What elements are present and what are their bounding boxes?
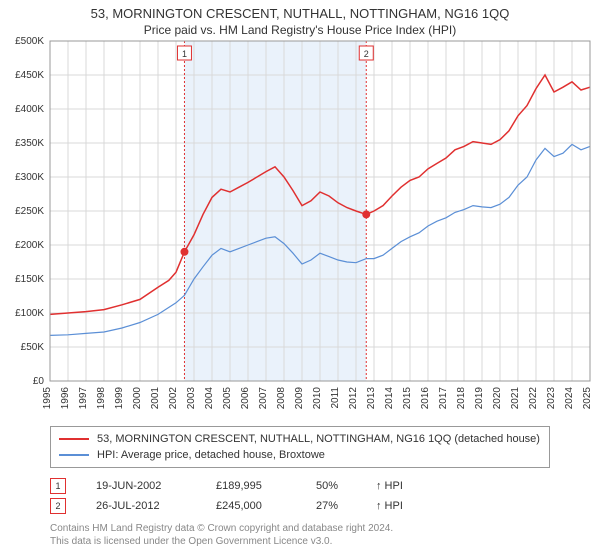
sale-dot	[362, 210, 370, 218]
x-tick-label: 2005	[222, 387, 233, 410]
x-tick-label: 2019	[474, 387, 485, 410]
y-tick-label: £500K	[15, 36, 44, 47]
x-tick-label: 2018	[456, 387, 467, 410]
chart-container: 53, MORNINGTON CRESCENT, NUTHALL, NOTTIN…	[0, 0, 600, 560]
footnote: Contains HM Land Registry data © Crown c…	[50, 522, 600, 548]
legend-swatch	[59, 438, 89, 440]
x-tick-label: 2015	[402, 387, 413, 410]
y-tick-label: £250K	[15, 206, 44, 217]
sale-marker-label: 1	[182, 49, 187, 59]
chart-title: 53, MORNINGTON CRESCENT, NUTHALL, NOTTIN…	[0, 0, 600, 21]
sale-date: 19-JUN-2002	[96, 480, 216, 492]
x-tick-label: 2000	[132, 387, 143, 410]
sales-row: 2 26-JUL-2012£245,00027%↑ HPI	[50, 496, 600, 516]
x-tick-label: 2020	[492, 387, 503, 410]
sales-row: 1 19-JUN-2002£189,99550%↑ HPI	[50, 476, 600, 496]
sale-pct: 27%	[316, 500, 376, 512]
legend-item: 53, MORNINGTON CRESCENT, NUTHALL, NOTTIN…	[59, 431, 541, 447]
chart-svg: £0£50K£100K£150K£200K£250K£300K£350K£400…	[50, 41, 590, 401]
x-tick-label: 1999	[114, 387, 125, 410]
x-tick-label: 2024	[564, 387, 575, 410]
y-tick-label: £50K	[21, 342, 45, 353]
x-tick-label: 1995	[42, 387, 53, 410]
sale-pct: 50%	[316, 480, 376, 492]
x-tick-label: 1998	[96, 387, 107, 410]
sale-marker-label: 2	[364, 49, 369, 59]
x-tick-label: 1996	[60, 387, 71, 410]
y-tick-label: £300K	[15, 172, 44, 183]
y-tick-label: £150K	[15, 274, 44, 285]
sale-dot	[180, 248, 188, 256]
x-tick-label: 2002	[168, 387, 179, 410]
x-tick-label: 2003	[186, 387, 197, 410]
x-tick-label: 2011	[330, 387, 341, 409]
sale-price: £245,000	[216, 500, 316, 512]
x-tick-label: 2016	[420, 387, 431, 410]
x-tick-label: 2008	[276, 387, 287, 410]
y-tick-label: £100K	[15, 308, 44, 319]
legend-swatch	[59, 454, 89, 456]
legend: 53, MORNINGTON CRESCENT, NUTHALL, NOTTIN…	[50, 426, 550, 468]
sale-date: 26-JUL-2012	[96, 500, 216, 512]
sale-vs-hpi: ↑ HPI	[376, 500, 403, 512]
x-tick-label: 2007	[258, 387, 269, 410]
x-tick-label: 2012	[348, 387, 359, 410]
footnote-line-1: Contains HM Land Registry data © Crown c…	[50, 522, 600, 535]
x-tick-label: 2013	[366, 387, 377, 410]
x-tick-label: 2010	[312, 387, 323, 410]
y-tick-label: £0	[33, 376, 45, 387]
x-tick-label: 2009	[294, 387, 305, 410]
x-tick-label: 2023	[546, 387, 557, 410]
x-tick-label: 2001	[150, 387, 161, 410]
y-tick-label: £350K	[15, 138, 44, 149]
y-tick-label: £450K	[15, 70, 44, 81]
sale-vs-hpi: ↑ HPI	[376, 480, 403, 492]
sale-index-box: 1	[50, 478, 66, 494]
x-tick-label: 2017	[438, 387, 449, 410]
x-tick-label: 2025	[582, 387, 593, 410]
x-tick-label: 2021	[510, 387, 521, 410]
x-tick-label: 2022	[528, 387, 539, 410]
legend-label: HPI: Average price, detached house, Brox…	[97, 449, 325, 461]
footnote-line-2: This data is licensed under the Open Gov…	[50, 535, 600, 548]
x-tick-label: 2006	[240, 387, 251, 410]
chart-area: £0£50K£100K£150K£200K£250K£300K£350K£400…	[50, 41, 590, 401]
chart-subtitle: Price paid vs. HM Land Registry's House …	[0, 21, 600, 41]
sale-index-box: 2	[50, 498, 66, 514]
y-tick-label: £200K	[15, 240, 44, 251]
x-tick-label: 2004	[204, 387, 215, 410]
legend-item: HPI: Average price, detached house, Brox…	[59, 447, 541, 463]
sale-price: £189,995	[216, 480, 316, 492]
x-tick-label: 1997	[78, 387, 89, 410]
legend-label: 53, MORNINGTON CRESCENT, NUTHALL, NOTTIN…	[97, 433, 540, 445]
x-tick-label: 2014	[384, 387, 395, 410]
y-tick-label: £400K	[15, 104, 44, 115]
sales-table: 1 19-JUN-2002£189,99550%↑ HPI 2 26-JUL-2012…	[50, 476, 600, 516]
